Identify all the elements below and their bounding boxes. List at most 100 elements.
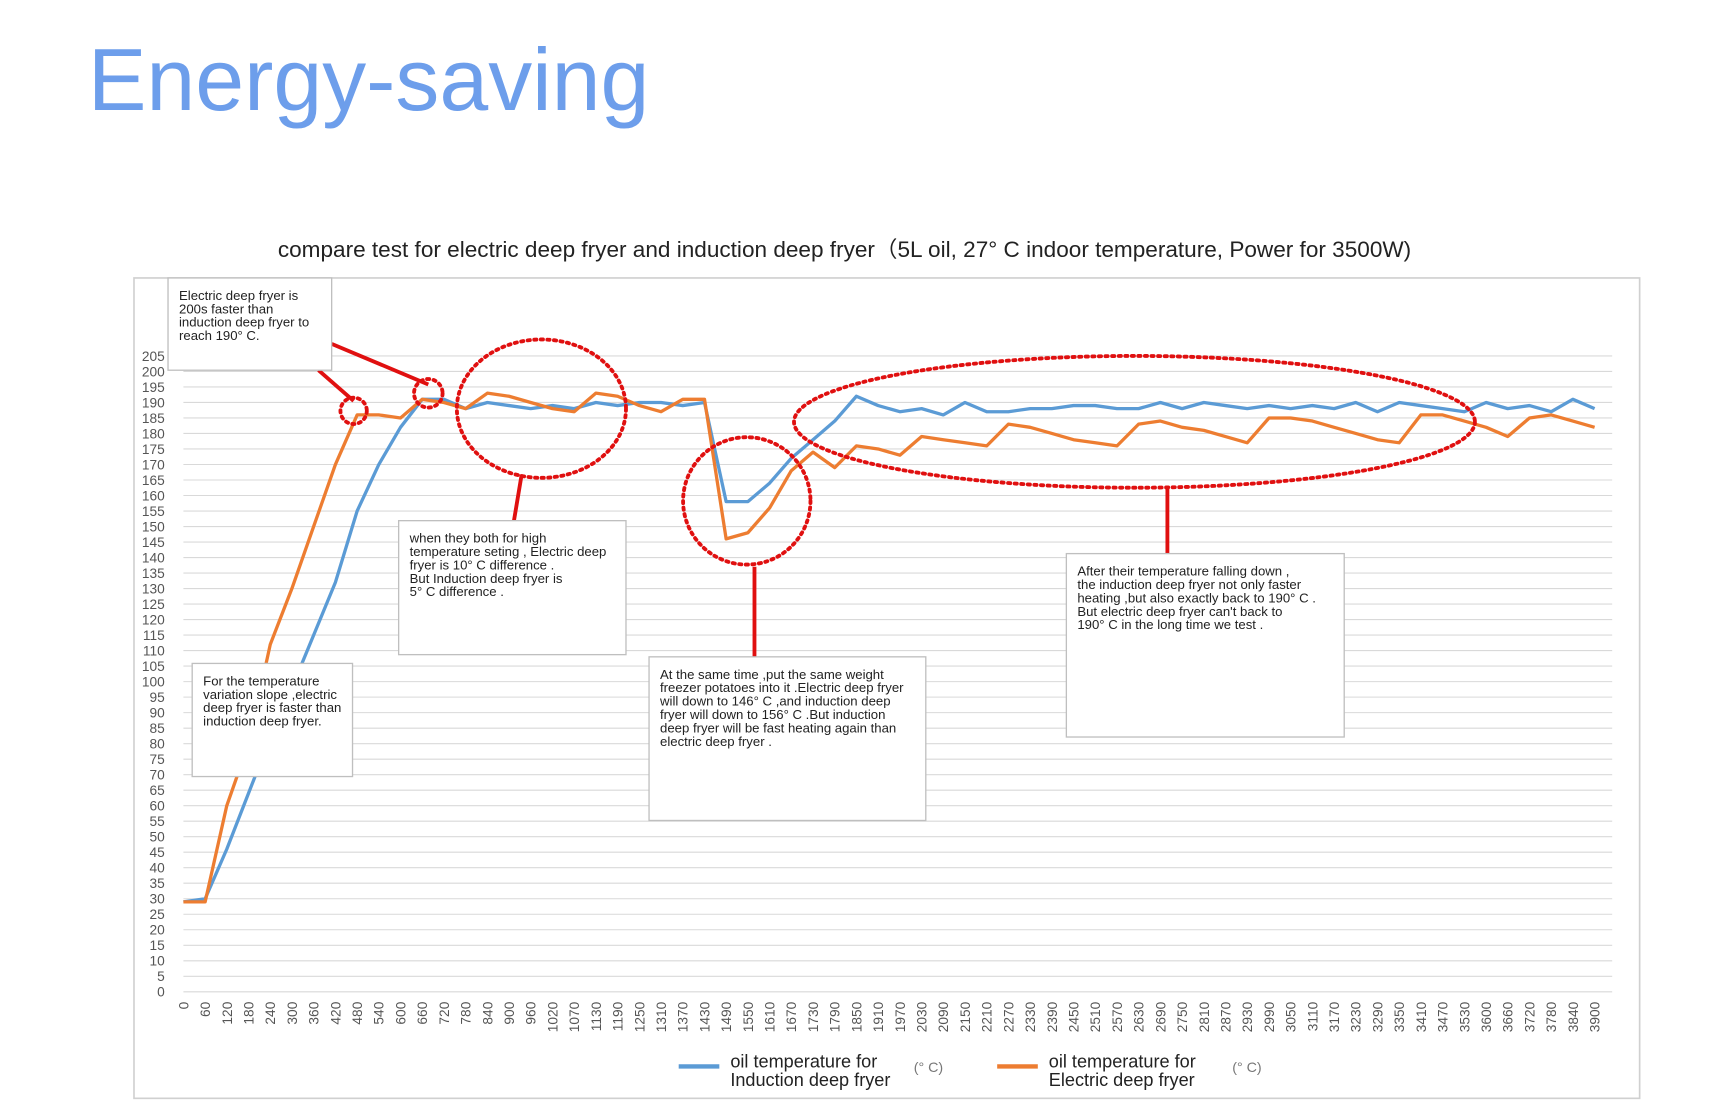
- x-tick-label: 480: [350, 1001, 365, 1024]
- y-tick-label: 195: [142, 380, 165, 395]
- y-tick-label: 190: [142, 395, 165, 410]
- annotation-text: electric deep fryer .: [660, 734, 772, 749]
- annotation-box: [167, 277, 333, 371]
- annotation-text: deep fryer will be fast heating again th…: [660, 720, 896, 735]
- annotation-text: induction deep fryer.: [203, 714, 321, 729]
- highlight-circle: [454, 337, 628, 480]
- callout-line: [512, 474, 524, 521]
- x-tick-label: 600: [393, 1001, 408, 1024]
- annotation-text: variation slope ,electric: [203, 687, 337, 702]
- series-lines: [183, 391, 1596, 904]
- y-tick-label: 110: [143, 644, 165, 659]
- y-tick-label: 115: [143, 628, 165, 643]
- annotation-box: [648, 656, 927, 822]
- annotation-text: temperature seting , Electric deep: [410, 544, 607, 559]
- y-tick-label: 65: [149, 783, 165, 798]
- x-tick-label: 3350: [1392, 1001, 1407, 1032]
- series-line: [183, 394, 1596, 904]
- x-tick-label: 2630: [1132, 1001, 1147, 1032]
- y-tick-label: 5: [157, 969, 165, 984]
- y-tick-label: 145: [142, 535, 165, 550]
- x-tick-label: 540: [372, 1001, 387, 1024]
- y-tick-label: 130: [142, 582, 165, 597]
- x-tick-label: 1130: [589, 1001, 604, 1031]
- x-tick-label: 1070: [567, 1001, 582, 1032]
- x-tick-label: 2510: [1088, 1001, 1103, 1032]
- x-tick-label: 2150: [958, 1001, 973, 1032]
- x-tick-label: 3110: [1305, 1001, 1320, 1031]
- x-tick-label: 1850: [849, 1001, 864, 1032]
- x-tick-label: 60: [198, 1001, 213, 1017]
- x-tick-label: 180: [241, 1001, 256, 1024]
- x-tick-label: 1490: [719, 1001, 734, 1032]
- x-tick-label: 1790: [828, 1001, 843, 1032]
- y-tick-label: 100: [142, 675, 165, 690]
- x-tick-label: 720: [437, 1001, 452, 1024]
- x-tick-label: 900: [502, 1001, 517, 1024]
- annotation-text: the induction deep fryer not only faster: [1077, 577, 1301, 592]
- x-tick-label: 1190: [611, 1001, 626, 1031]
- x-tick-label: 0: [176, 1001, 191, 1009]
- x-tick-label: 1310: [654, 1001, 669, 1032]
- annotation-text: For the temperature: [203, 673, 319, 688]
- y-tick-label: 55: [149, 814, 165, 829]
- annotation-text: 5° C difference .: [410, 584, 504, 599]
- x-tick-label: 2690: [1153, 1001, 1168, 1032]
- y-tick-label: 135: [142, 566, 165, 581]
- x-tick-label: 300: [285, 1001, 300, 1024]
- x-tick-label: 2810: [1197, 1001, 1212, 1032]
- x-tick-label: 3660: [1501, 1001, 1516, 1032]
- x-tick-label: 2750: [1175, 1001, 1190, 1032]
- annotation-text: when they both for high: [409, 531, 547, 546]
- plot-frame: [133, 277, 1641, 1100]
- y-tick-label: 155: [142, 504, 165, 519]
- y-tick-label: 165: [142, 473, 165, 488]
- highlight-circle: [338, 395, 369, 426]
- annotation-text: 190° C in the long time we test .: [1077, 617, 1263, 632]
- x-tick-label: 2870: [1218, 1001, 1233, 1032]
- x-tick-label: 1910: [871, 1001, 886, 1032]
- x-tick-label: 2390: [1045, 1001, 1060, 1032]
- y-tick-label: 80: [149, 737, 165, 752]
- x-tick-label: 1430: [697, 1001, 712, 1032]
- annotation-text: 200s faster than: [179, 301, 273, 316]
- legend-label: oil temperature for Electric deep fryer: [1049, 1052, 1201, 1091]
- annotation-text: After their temperature falling down ,: [1077, 564, 1289, 579]
- x-tick-label: 3720: [1522, 1001, 1537, 1032]
- y-tick-label: 90: [149, 706, 165, 721]
- callout-line: [317, 368, 355, 403]
- x-tick-label: 420: [328, 1001, 343, 1024]
- y-tick-label: 50: [149, 830, 165, 845]
- x-tick-label: 2270: [1001, 1001, 1016, 1032]
- annotation-box: [1065, 552, 1345, 738]
- x-tick-label: 240: [263, 1001, 278, 1024]
- page-title: Energy-saving: [88, 30, 650, 129]
- x-tick-label: 3780: [1544, 1001, 1559, 1032]
- x-tick-label: 780: [459, 1001, 474, 1024]
- x-tick-label: 1670: [784, 1001, 799, 1032]
- y-tick-label: 0: [157, 985, 165, 1000]
- y-tick-label: 175: [142, 442, 165, 457]
- chart-title: compare test for electric deep fryer and…: [278, 237, 1411, 262]
- x-tick-label: 2330: [1023, 1001, 1038, 1032]
- y-tick-label: 160: [142, 488, 165, 503]
- x-tick-label: 2210: [980, 1001, 995, 1032]
- y-tick-label: 85: [149, 721, 165, 736]
- y-tick-label: 120: [142, 613, 165, 628]
- y-tick-label: 125: [142, 597, 165, 612]
- highlight-circle: [412, 377, 445, 410]
- x-tick-label: 1970: [893, 1001, 908, 1032]
- legend-unit: (° C): [914, 1060, 943, 1076]
- x-tick-label: 1370: [676, 1001, 691, 1032]
- x-tick-label: 2090: [936, 1001, 951, 1032]
- x-tick-label: 3470: [1436, 1001, 1451, 1032]
- x-tick-label: 3840: [1566, 1001, 1581, 1032]
- x-tick-label: 660: [415, 1001, 430, 1024]
- y-tick-label: 140: [142, 550, 165, 565]
- y-tick-label: 95: [149, 690, 165, 705]
- x-tick-label: 1610: [763, 1001, 778, 1032]
- y-tick-label: 25: [149, 907, 165, 922]
